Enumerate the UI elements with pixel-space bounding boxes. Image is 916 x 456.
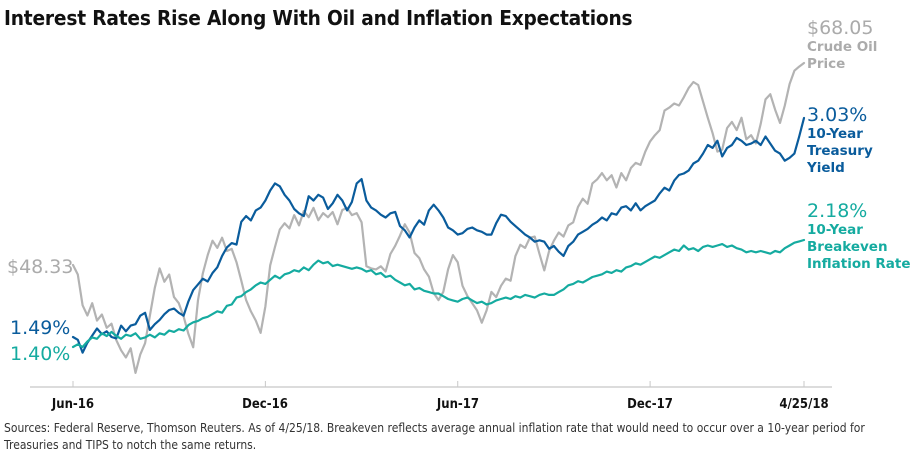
treasury-series-line (71, 116, 806, 354)
source-note: Sources: Federal Reserve, Thomson Reuter… (4, 420, 865, 452)
series-lines (71, 61, 806, 374)
breakeven-end-name-line-1: 10-Year (807, 222, 863, 238)
x-tick-label: Dec-16 (242, 397, 289, 412)
oil-series-line (71, 61, 806, 374)
x-tick-label: 4/25/18 (779, 397, 829, 412)
x-axis-ticks (72, 381, 805, 387)
breakeven-end-label: 2.18% 10-Year Breakeven Inflation Rate (807, 200, 911, 273)
breakeven-end-name-line-3: Inflation Rate (807, 256, 911, 272)
chart-title: Interest Rates Rise Along With Oil and I… (4, 6, 633, 30)
x-tick-label: Jun-17 (436, 397, 479, 412)
treasury-end-name-line-1: 10-Year (807, 126, 863, 142)
oil-end-name-line-1: Crude Oil (807, 39, 878, 55)
oil-start-label: $48.33 (7, 256, 74, 278)
breakeven-end-value: 2.18% (807, 200, 868, 222)
oil-end-label: $68.05 Crude Oil Price (807, 17, 877, 73)
treasury-end-name-line-3: Yield (807, 160, 845, 176)
oil-end-value: $68.05 (807, 17, 874, 39)
oil-end-name-line-2: Price (807, 56, 846, 72)
treasury-end-label: 3.03% 10-Year Treasury Yield (807, 104, 873, 177)
x-tick-label: Dec-17 (627, 397, 673, 412)
breakeven-start-label: 1.40% (10, 343, 71, 365)
treasury-end-name-line-2: Treasury (807, 143, 873, 159)
treasury-end-value: 3.03% (807, 104, 868, 126)
breakeven-series-line (71, 238, 806, 349)
treasury-start-label: 1.49% (10, 317, 71, 339)
breakeven-end-name-line-2: Breakeven (807, 239, 888, 255)
x-tick-label: Jun-16 (51, 397, 95, 412)
